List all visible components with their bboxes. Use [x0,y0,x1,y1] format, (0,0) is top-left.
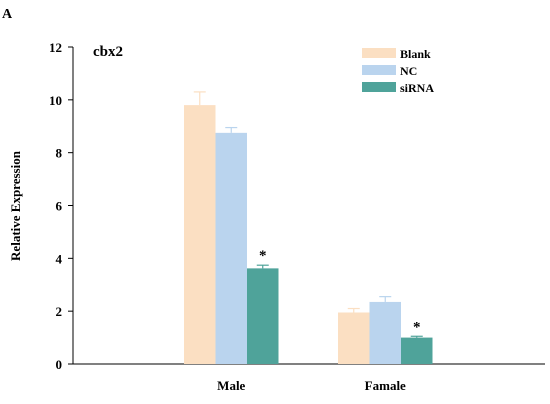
legend-label-nc: NC [400,64,417,78]
y-tick-label: 8 [56,146,63,161]
significance-asterisk: * [413,319,421,335]
y-tick-label: 2 [56,304,63,319]
y-tick-label: 10 [49,93,62,108]
x-tick-label: Famale [365,378,406,393]
error-bars [193,91,423,338]
legend-label-sirna: siRNA [400,81,434,95]
x-tick-labels: Male Famale [217,378,406,393]
bar-nc-famale [369,301,401,364]
y-tick-label: 6 [56,199,63,214]
y-tick-label: 12 [49,40,62,55]
y-axis-title: Relative Expression [8,150,23,261]
legend-swatch-nc [362,65,396,75]
significance-asterisk: * [259,248,267,264]
bar-blank-famale [338,312,370,364]
significance-markers: ** [259,248,421,335]
bar-blank-male [184,105,216,364]
bars [184,105,433,364]
legend: Blank NC siRNA [362,47,434,95]
legend-swatch-blank [362,48,396,58]
x-tick-label: Male [217,378,245,393]
bar-nc-male [215,132,247,364]
y-tick-label: 4 [56,251,63,266]
y-ticks: 0 2 4 6 8 10 12 [49,40,73,372]
chart-title: cbx2 [93,44,123,60]
bar-sirna-famale [401,337,433,364]
bar-sirna-male [247,268,279,364]
legend-label-blank: Blank [400,47,431,61]
panel-label: A [2,7,13,22]
y-tick-label: 0 [56,357,63,372]
legend-swatch-sirna [362,82,396,92]
